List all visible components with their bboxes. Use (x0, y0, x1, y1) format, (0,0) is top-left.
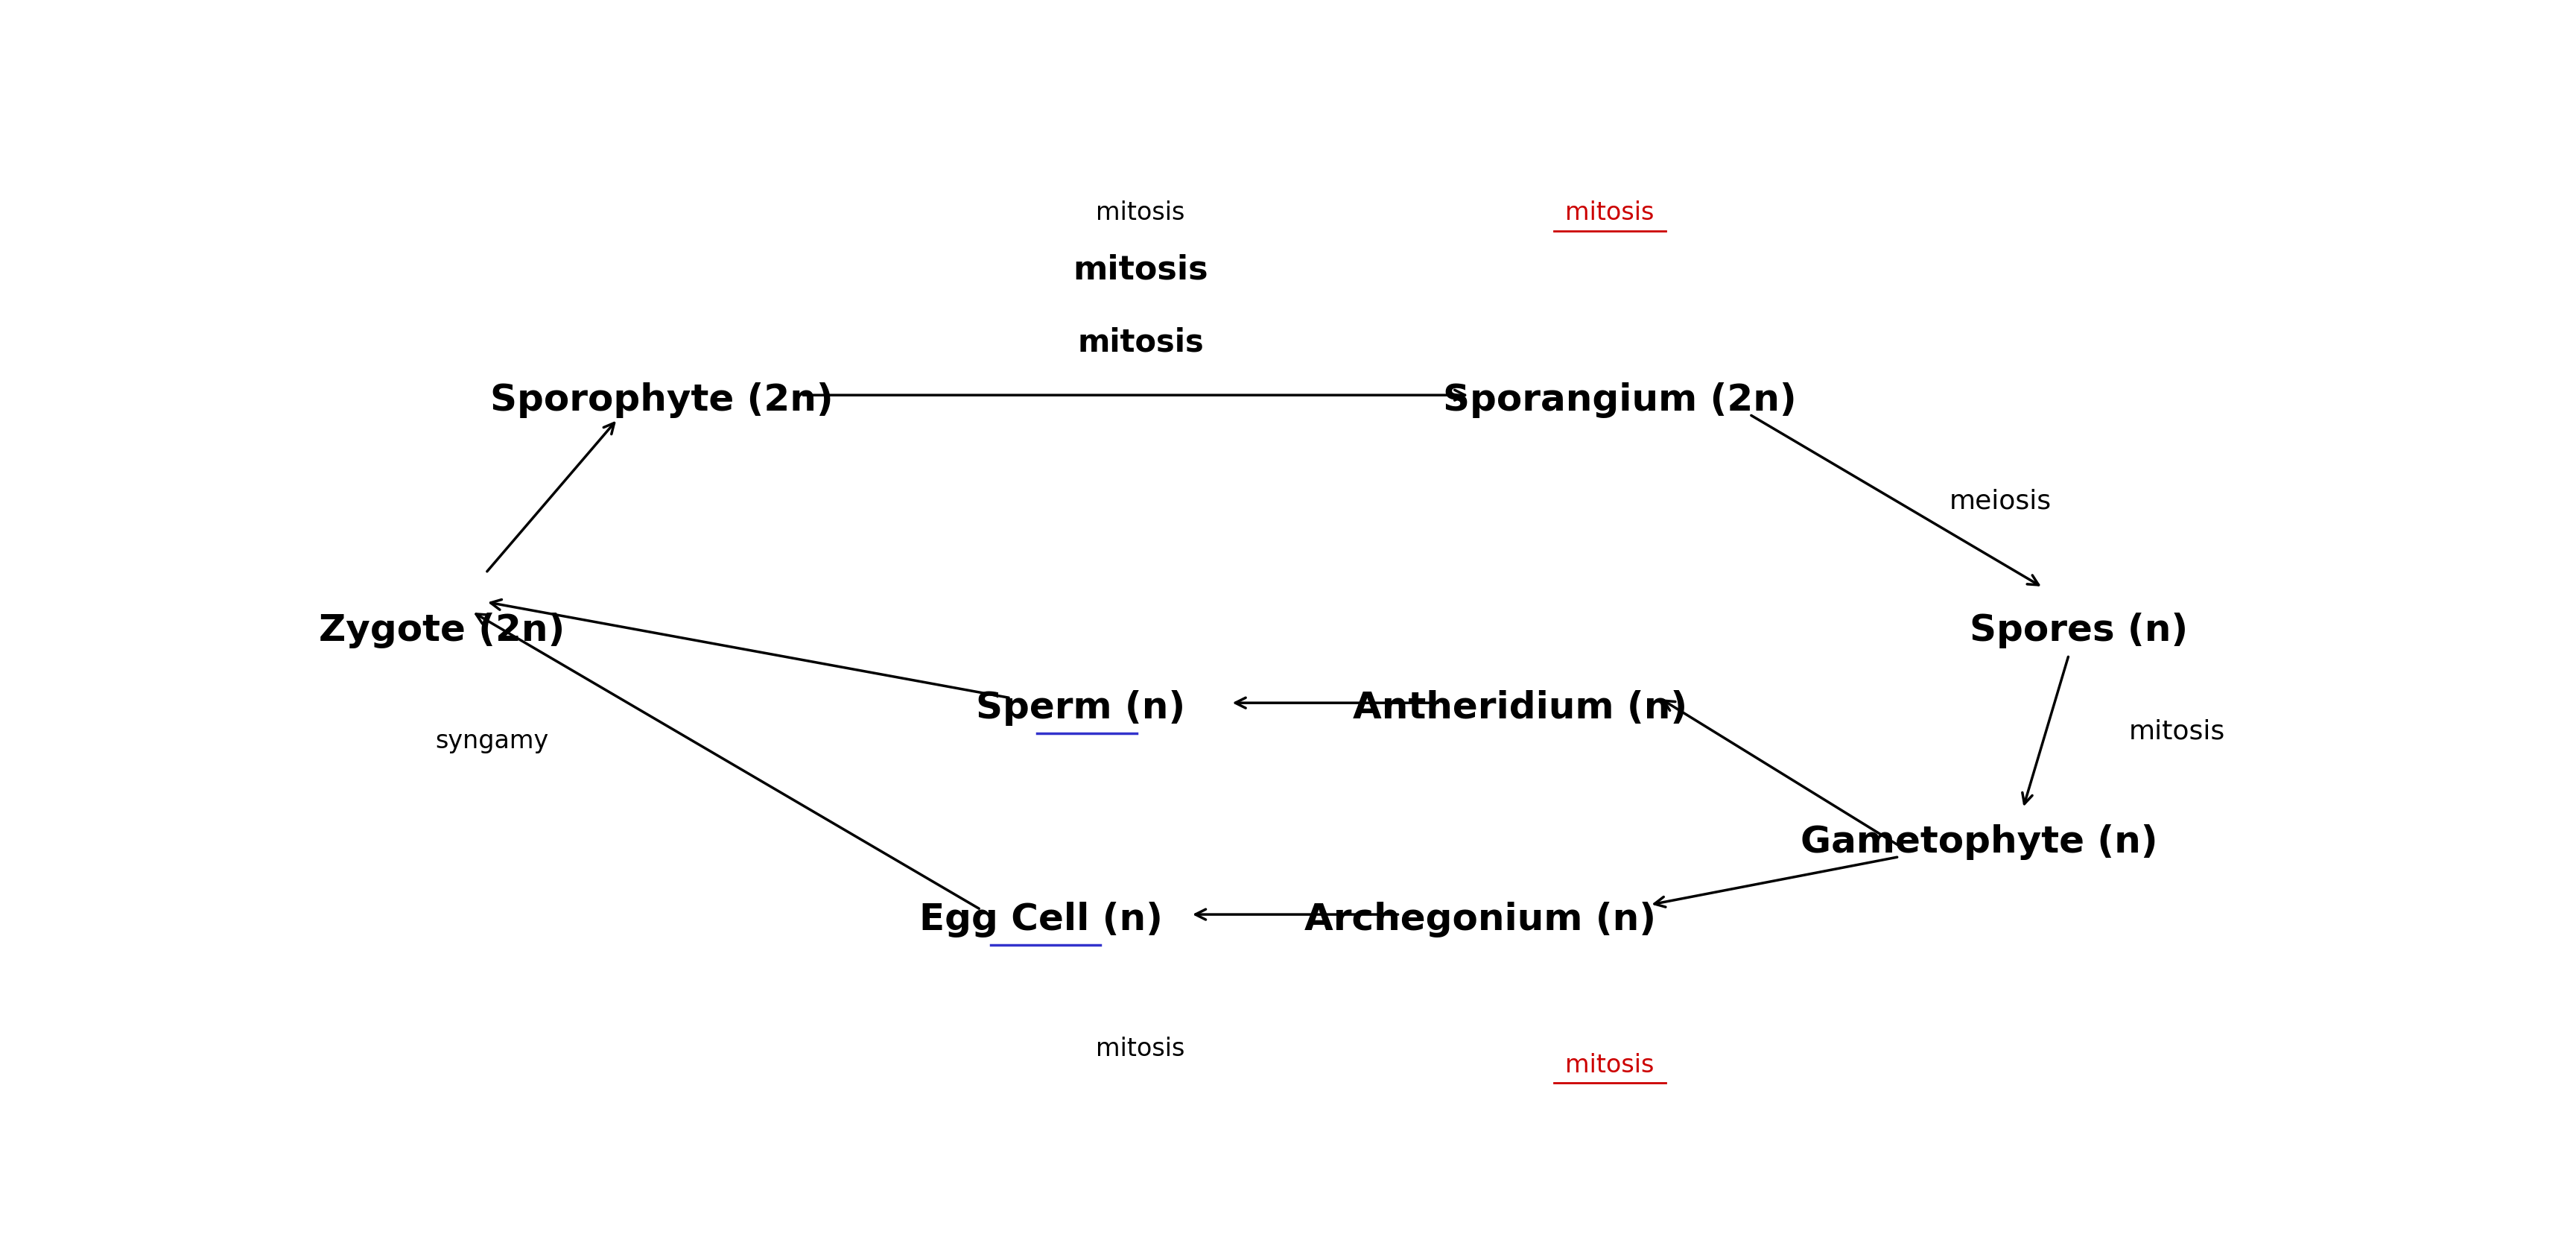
Text: Antheridium (n): Antheridium (n) (1352, 689, 1687, 726)
Text: mitosis: mitosis (1095, 200, 1185, 225)
Text: mitosis: mitosis (1566, 1053, 1654, 1078)
Text: Sperm (n): Sperm (n) (976, 689, 1185, 726)
Text: syngamy: syngamy (435, 729, 549, 753)
Text: mitosis: mitosis (1095, 1037, 1185, 1062)
Text: mitosis: mitosis (1566, 200, 1654, 225)
Text: mitosis: mitosis (1072, 254, 1208, 286)
Text: Gametophyte (n): Gametophyte (n) (1801, 824, 2159, 861)
Text: Egg Cell (n): Egg Cell (n) (920, 902, 1162, 937)
Text: Sporangium (2n): Sporangium (2n) (1443, 382, 1795, 418)
Text: mitosis: mitosis (2128, 719, 2226, 744)
Text: Archegonium (n): Archegonium (n) (1303, 902, 1656, 937)
Text: Spores (n): Spores (n) (1971, 613, 2187, 648)
Text: Zygote (2n): Zygote (2n) (319, 613, 564, 648)
Text: meiosis: meiosis (1950, 488, 2050, 513)
Text: Sporophyte (2n): Sporophyte (2n) (489, 382, 832, 418)
Text: mitosis: mitosis (1077, 326, 1203, 358)
